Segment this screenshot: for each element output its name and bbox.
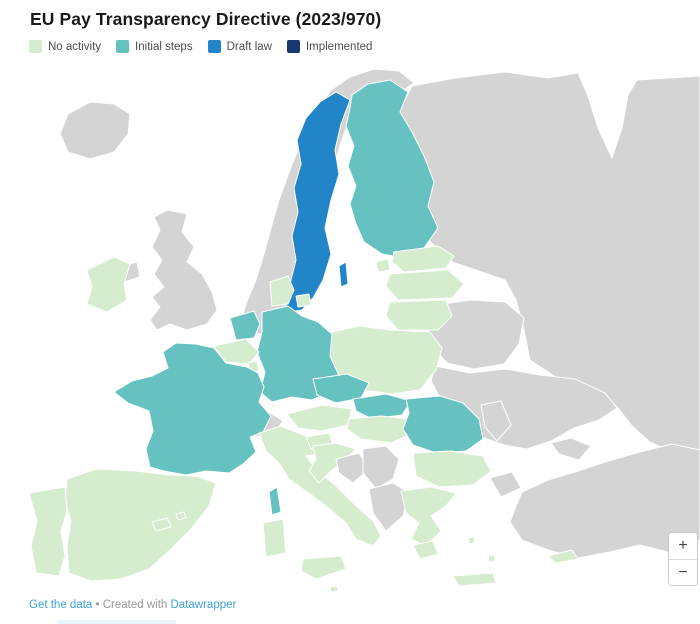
island-sicily[interactable] (300, 555, 347, 580)
country-austria[interactable] (286, 404, 353, 432)
page-title: EU Pay Transparency Directive (2023/970) (30, 9, 382, 29)
legend-swatch-initial-steps (116, 40, 130, 53)
country-denmark[interactable] (269, 275, 295, 307)
country-united-kingdom[interactable] (149, 209, 218, 331)
country-malta[interactable] (329, 585, 339, 593)
region-peloponnese[interactable] (412, 540, 439, 560)
country-spain[interactable] (64, 468, 217, 582)
zoom-in-button[interactable]: + (669, 533, 697, 559)
legend-swatch-implemented (286, 40, 300, 53)
country-netherlands[interactable] (229, 310, 261, 341)
island-corsica[interactable] (268, 486, 282, 516)
country-estonia[interactable] (391, 245, 455, 273)
get-the-data-link[interactable]: Get the data (29, 599, 93, 611)
country-hungary[interactable] (346, 415, 414, 444)
legend-label: No activity (48, 40, 102, 53)
legend-item-no-activity: No activity (29, 40, 101, 53)
country-cyprus[interactable] (547, 549, 579, 564)
country-lithuania[interactable] (385, 299, 453, 331)
bottom-edge-sliver (58, 620, 176, 624)
legend-swatch-draft-law (207, 40, 221, 53)
legend: No activity Initial steps Draft law Impl… (29, 40, 372, 53)
created-with-text: Created with (102, 599, 168, 611)
country-crimea[interactable] (550, 437, 592, 461)
island-menorca[interactable] (175, 511, 187, 521)
country-portugal[interactable] (28, 486, 68, 577)
country-slovakia[interactable] (352, 393, 412, 420)
zoom-out-button[interactable]: − (669, 559, 697, 585)
legend-label: Initial steps (135, 40, 193, 53)
island-crete[interactable] (452, 572, 497, 587)
island-saaremaa[interactable] (375, 258, 391, 273)
country-moldova[interactable] (480, 400, 512, 442)
legend-item-implemented: Implemented (286, 40, 373, 53)
island-zealand[interactable] (295, 293, 312, 308)
island-gotland[interactable] (338, 261, 349, 288)
country-greece[interactable] (400, 486, 457, 547)
map-zoom-controls: + − (668, 532, 698, 586)
region-turkey-thrace[interactable] (489, 471, 522, 498)
country-belgium[interactable] (213, 338, 260, 365)
legend-label: Draft law (226, 40, 272, 53)
legend-item-initial-steps: Initial steps (116, 40, 193, 53)
country-serbia[interactable] (362, 445, 400, 490)
legend-item-draft-law: Draft law (207, 40, 272, 53)
country-bosnia-herzegovina[interactable] (335, 452, 370, 484)
country-latvia[interactable] (385, 269, 465, 301)
footer-separator: • (95, 599, 100, 611)
country-france[interactable] (113, 342, 272, 476)
legend-swatch-no-activity (29, 40, 42, 53)
footer: Get the data • Created with Datawrapper (29, 599, 236, 611)
country-bulgaria[interactable] (412, 450, 492, 488)
country-iceland[interactable] (59, 101, 131, 160)
region-western-balkans[interactable] (368, 482, 410, 532)
legend-label: Implemented (305, 40, 373, 53)
island-aegean-1[interactable] (467, 536, 476, 545)
country-romania[interactable] (402, 395, 484, 454)
datawrapper-link[interactable]: Datawrapper (170, 599, 237, 611)
island-sardinia[interactable] (262, 518, 287, 558)
island-mallorca[interactable] (151, 517, 172, 532)
island-aegean-2[interactable] (487, 554, 496, 563)
country-ireland[interactable] (86, 256, 131, 313)
country-croatia[interactable] (308, 442, 357, 484)
